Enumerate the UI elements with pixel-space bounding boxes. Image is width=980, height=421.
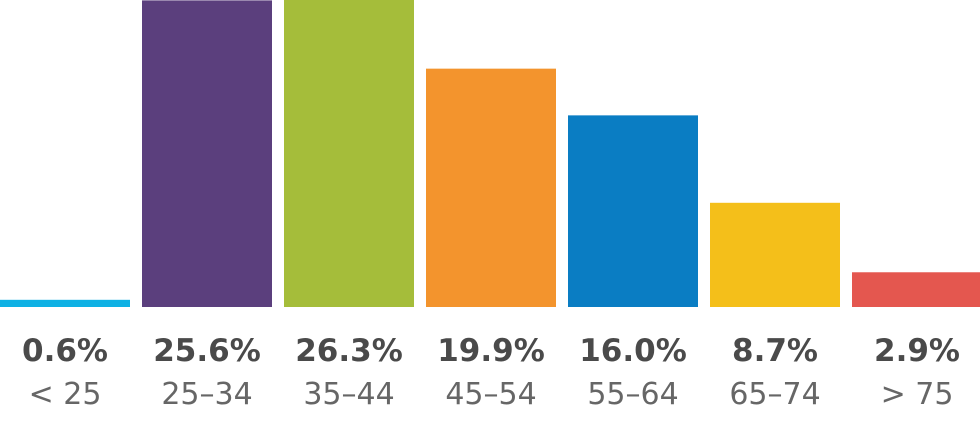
bars-group xyxy=(0,0,980,307)
bar-25 xyxy=(0,299,130,307)
category-labels-group: < 25 25–34 35–44 45–54 55–64 65–74 > 75 xyxy=(29,377,954,412)
value-labels-group: 0.6% 25.6% 26.3% 19.9% 16.0% 8.7% 2.9% xyxy=(22,333,960,369)
value-label: 19.9% xyxy=(437,333,545,369)
bar-75 xyxy=(852,272,980,307)
value-label: 8.7% xyxy=(732,333,818,369)
bar-25-34 xyxy=(142,0,272,307)
bar-45-54 xyxy=(426,68,556,307)
category-label: 65–74 xyxy=(729,377,820,412)
category-label: < 25 xyxy=(29,377,102,412)
category-label: 35–44 xyxy=(303,377,394,412)
category-label: 45–54 xyxy=(445,377,536,412)
value-label: 2.9% xyxy=(874,333,960,369)
category-label: 25–34 xyxy=(161,377,252,412)
value-label: 26.3% xyxy=(295,333,403,369)
bar-65-74 xyxy=(710,202,840,307)
bar-55-64 xyxy=(568,115,698,307)
value-label: 25.6% xyxy=(153,333,261,369)
value-label: 0.6% xyxy=(22,333,108,369)
bar-35-44 xyxy=(284,0,414,307)
value-label: 16.0% xyxy=(579,333,687,369)
category-label: 55–64 xyxy=(587,377,678,412)
category-label: > 75 xyxy=(881,377,954,412)
